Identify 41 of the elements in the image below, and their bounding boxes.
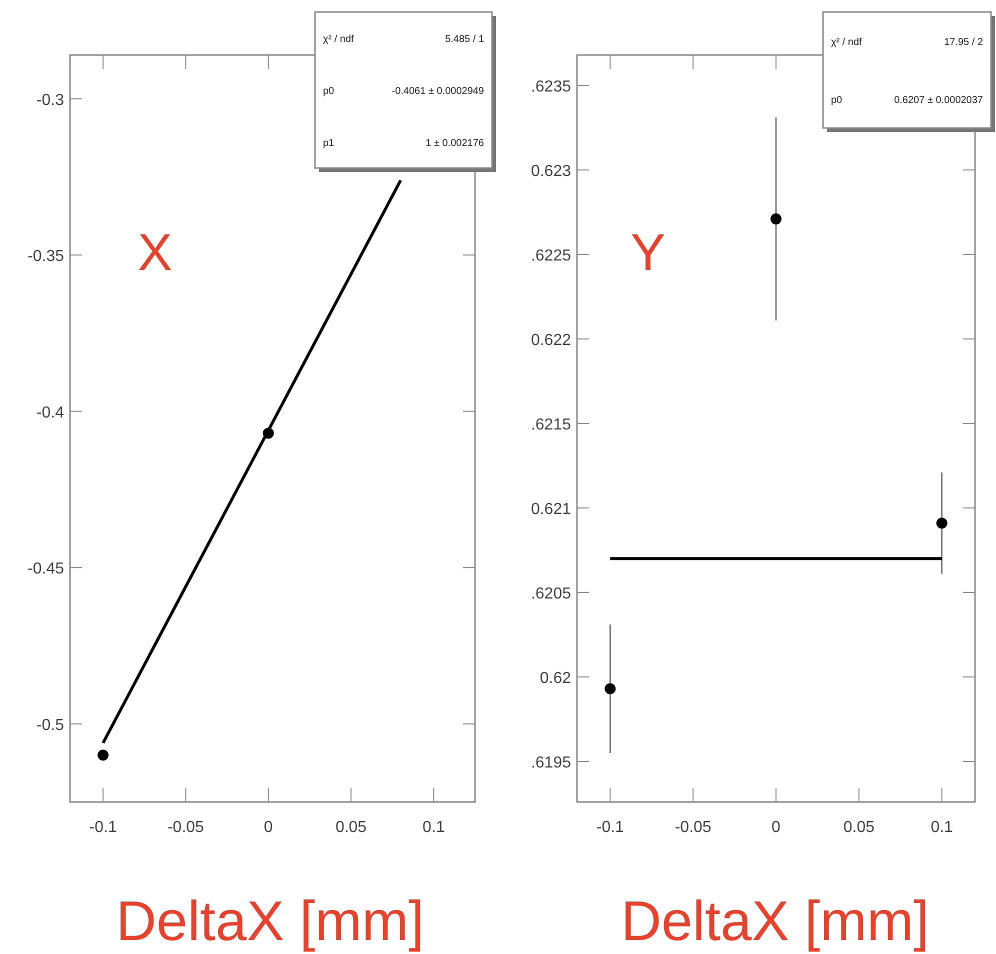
x-axis-title: DeltaX [mm] — [116, 889, 424, 952]
y-tick-label: 0.623 — [530, 162, 572, 180]
y-tick-label: -0.35 — [28, 248, 64, 266]
annotation: p1 — [323, 138, 335, 149]
y-tick-label: -0.3 — [36, 92, 64, 109]
text: X — [138, 224, 172, 282]
x-tick-label: -0.05 — [167, 819, 204, 836]
y-tick-label: -0.5 — [36, 716, 64, 734]
y-tick-label: 0.622 — [530, 332, 572, 349]
point — [604, 683, 616, 694]
x-tick-label: 0.1 — [930, 819, 954, 836]
x-tick-label: 0 — [264, 819, 273, 836]
x-tick-label: 0.1 — [422, 819, 445, 836]
point — [770, 213, 782, 224]
y-tick-label: .6215 — [530, 416, 572, 434]
x-tick-label: 0 — [772, 819, 781, 836]
y-tick-label: 0.62 — [540, 670, 572, 687]
annotation: p0 — [831, 95, 843, 106]
x-tick-label: -0.05 — [674, 819, 712, 836]
text: 17.95 / 2 — [944, 37, 984, 48]
y-tick-label: .6205 — [530, 585, 572, 602]
x-tick-label: -0.1 — [596, 819, 624, 836]
y-tick-label: 0.621 — [530, 500, 572, 518]
text: Y — [630, 224, 666, 282]
y-tick-label: .6225 — [530, 247, 572, 264]
y-tick-label: .6235 — [530, 78, 572, 96]
y-tick-label: -0.4 — [36, 404, 64, 422]
point — [936, 518, 948, 529]
annotation: 0.6207 ± 0.0002037 — [894, 95, 984, 106]
annotation: -0.4061 ± 0.0002949 — [392, 86, 484, 97]
text: 5.485 / 1 — [445, 34, 484, 45]
x-tick-label: 0.05 — [335, 819, 367, 836]
text: χ² / ndf — [831, 37, 862, 48]
x-axis-title: DeltaX [mm] — [620, 889, 930, 952]
annotation: 1 ± 0.002176 — [426, 138, 484, 149]
y-tick-label: .6195 — [530, 754, 572, 772]
y-tick-label: -0.45 — [28, 560, 64, 578]
text: χ² / ndf — [323, 34, 354, 45]
annotation: p0 — [323, 86, 335, 97]
x-tick-label: 0.05 — [843, 819, 875, 836]
x-tick-label: -0.1 — [89, 819, 117, 836]
